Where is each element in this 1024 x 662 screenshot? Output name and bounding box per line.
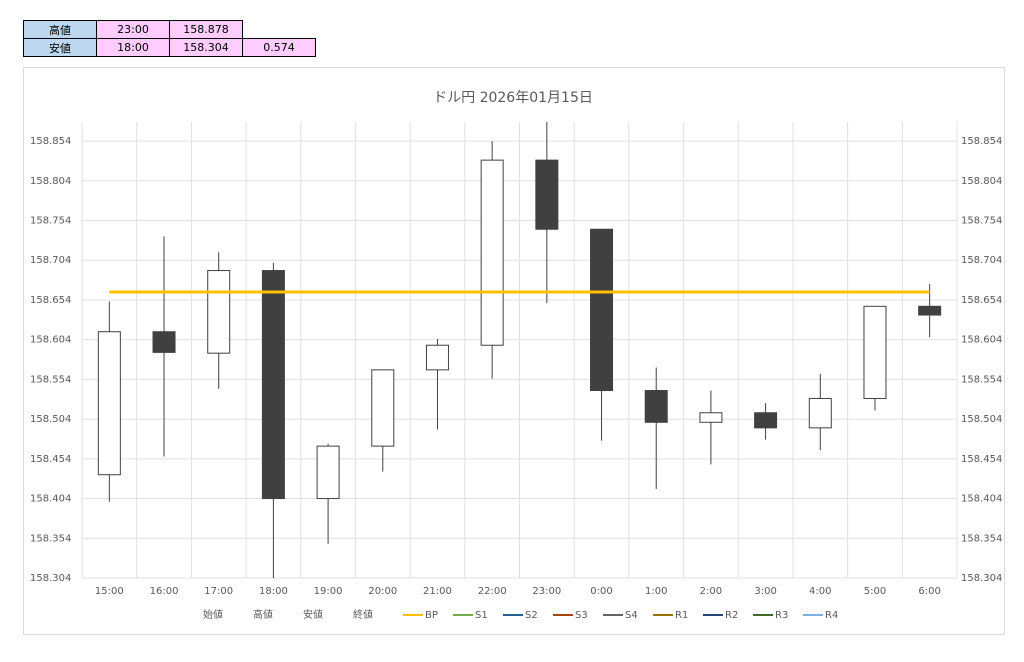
candle-body	[590, 228, 614, 392]
y2-tick-label: 158.704	[961, 255, 1002, 266]
y-tick-label: 158.354	[30, 533, 71, 544]
legend-label: R4	[825, 610, 838, 621]
y2-tick-label: 158.554	[961, 374, 1002, 385]
x-tick-label: 3:00	[754, 586, 776, 597]
y2-tick-label: 158.854	[961, 136, 1002, 147]
chart-title: ドル円 2026年01月15日	[433, 90, 593, 106]
candle-body	[207, 270, 231, 354]
candle-body	[480, 159, 504, 346]
y-tick-label: 158.554	[30, 374, 71, 385]
legend-label: 始値	[203, 608, 223, 621]
legend-label: R1	[675, 610, 688, 621]
candle-body	[371, 369, 395, 447]
y-tick-label: 158.854	[30, 136, 71, 147]
table-row: 安値 18:00 158.304 0.574	[23, 38, 316, 57]
y2-tick-label: 158.654	[961, 295, 1002, 306]
legend-label: BP	[425, 610, 438, 621]
y-tick-label: 158.504	[30, 414, 71, 425]
candle-body	[152, 331, 176, 353]
legend-label: S2	[525, 610, 538, 621]
y2-tick-label: 158.404	[961, 494, 1002, 505]
candle-body	[535, 159, 559, 230]
x-tick-label: 16:00	[150, 586, 179, 597]
table-cell: 23:00	[96, 20, 170, 39]
legend-label: S3	[575, 610, 588, 621]
legend-label: S4	[625, 610, 638, 621]
y2-tick-label: 158.454	[961, 454, 1002, 465]
candle-body	[644, 390, 668, 423]
candle-body	[754, 412, 778, 429]
table-cell	[242, 20, 316, 39]
y2-tick-label: 158.304	[961, 573, 1002, 584]
y-tick-label: 158.754	[30, 216, 71, 227]
candle-body	[97, 331, 121, 476]
candle-body	[699, 412, 723, 423]
x-tick-label: 23:00	[532, 586, 561, 597]
y2-tick-label: 158.504	[961, 414, 1002, 425]
candle-body	[863, 305, 887, 399]
table-cell: 18:00	[96, 38, 170, 57]
y-tick-label: 158.304	[30, 573, 71, 584]
x-tick-label: 4:00	[809, 586, 831, 597]
x-tick-label: 2:00	[700, 586, 722, 597]
table-cell: 0.574	[242, 38, 316, 57]
y2-tick-label: 158.604	[961, 335, 1002, 346]
x-tick-label: 22:00	[478, 586, 507, 597]
legend-label: R2	[725, 610, 738, 621]
candle-body	[261, 270, 285, 500]
x-tick-label: 17:00	[204, 586, 233, 597]
y2-tick-label: 158.804	[961, 176, 1002, 187]
candle-body	[425, 344, 449, 371]
x-tick-label: 0:00	[590, 586, 612, 597]
legend-label: 安値	[303, 608, 323, 621]
table-cell: 158.304	[169, 38, 243, 57]
legend-label: R3	[775, 610, 788, 621]
table-row: 高値 23:00 158.878	[23, 20, 316, 39]
y-tick-label: 158.654	[30, 295, 71, 306]
x-tick-label: 15:00	[95, 586, 124, 597]
legend-label: 終値	[353, 608, 373, 621]
candle-body	[918, 305, 942, 316]
y-tick-label: 158.404	[30, 494, 71, 505]
legend-label: S1	[475, 610, 488, 621]
y-tick-label: 158.804	[30, 176, 71, 187]
table-cell: 高値	[23, 20, 97, 39]
summary-table: 高値 23:00 158.878 安値 18:00 158.304 0.574	[23, 20, 316, 57]
x-tick-label: 20:00	[368, 586, 397, 597]
table-cell: 158.878	[169, 20, 243, 39]
y-tick-label: 158.604	[30, 335, 71, 346]
y-tick-label: 158.454	[30, 454, 71, 465]
y2-tick-label: 158.754	[961, 216, 1002, 227]
x-tick-label: 5:00	[864, 586, 886, 597]
x-tick-label: 1:00	[645, 586, 667, 597]
chart-frame	[23, 67, 1005, 635]
y2-tick-label: 158.354	[961, 533, 1002, 544]
candle-body	[808, 397, 832, 429]
x-tick-label: 6:00	[918, 586, 940, 597]
legend-label: 高値	[253, 608, 273, 621]
x-tick-label: 19:00	[314, 586, 343, 597]
x-tick-label: 18:00	[259, 586, 288, 597]
y-tick-label: 158.704	[30, 255, 71, 266]
x-tick-label: 21:00	[423, 586, 452, 597]
candle-body	[316, 445, 340, 500]
